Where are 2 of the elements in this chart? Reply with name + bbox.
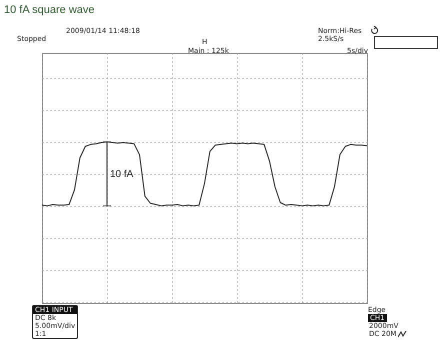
- chart-title: 10 fA square wave: [4, 4, 95, 16]
- annotation: 10 fA: [110, 168, 134, 180]
